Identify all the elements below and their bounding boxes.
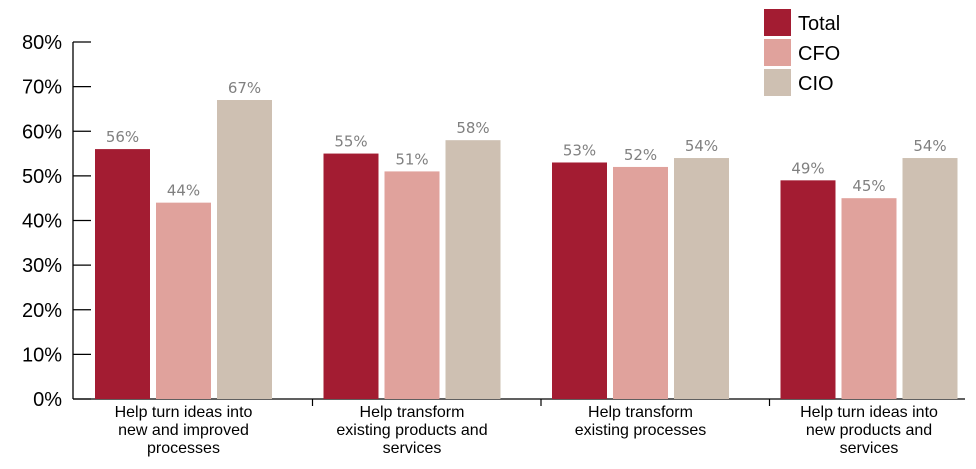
bar-cio-1 — [217, 100, 272, 399]
bar-cfo-1 — [156, 202, 211, 399]
data-label: 58% — [456, 119, 489, 137]
legend-label-cfo: CFO — [798, 43, 840, 65]
y-tick-label: 0% — [33, 389, 62, 411]
legend-swatch-total — [764, 9, 791, 36]
data-label: 56% — [106, 128, 139, 146]
y-tick-label: 40% — [22, 211, 62, 233]
legend-swatch-cfo — [764, 39, 791, 66]
x-tick-labels: Help turn ideas into new and improved proc… — [115, 404, 938, 457]
data-label: 53% — [563, 141, 596, 159]
bar-cfo-3 — [613, 166, 668, 399]
y-tick-label: 80% — [22, 32, 62, 54]
bar-total-1 — [95, 149, 150, 399]
bar-cfo-4 — [841, 198, 897, 399]
bar-cio-3 — [674, 158, 729, 399]
legend-label-cio: CIO — [798, 73, 834, 95]
bar-total-4 — [780, 180, 836, 399]
data-label: 67% — [228, 79, 261, 97]
bar-cfo-2 — [384, 171, 440, 399]
x-tick-label: Help turn ideas into new and improved proc… — [115, 404, 253, 457]
data-label: 55% — [334, 133, 367, 151]
bar-total-2 — [323, 153, 379, 399]
data-label: 52% — [624, 146, 657, 164]
data-label: 54% — [913, 137, 946, 155]
bars — [95, 100, 958, 400]
data-label: 54% — [685, 137, 718, 155]
legend-swatch-cio — [764, 69, 791, 96]
data-label: 49% — [791, 159, 824, 177]
y-tick-label: 30% — [22, 255, 62, 277]
y-axis: 0% 10% 20% 30% 40% 50% 60% 70% 80% — [22, 32, 91, 411]
y-tick-label: 10% — [22, 344, 62, 366]
y-tick-label: 70% — [22, 77, 62, 99]
y-tick-label: 20% — [22, 300, 62, 322]
data-label: 45% — [852, 177, 885, 195]
x-tick-label: Help transform existing products and servi… — [336, 404, 487, 457]
x-tick-label: Help transform existing processes — [575, 404, 707, 439]
data-labels: 56% 44% 67% 55% 51% 58% 53% 52% 54% 49% 45% 54% — [106, 79, 947, 200]
y-tick-label: 50% — [22, 166, 62, 188]
bar-total-3 — [552, 162, 607, 399]
bar-cio-4 — [902, 158, 958, 399]
data-label: 51% — [395, 150, 428, 168]
y-tick-label: 60% — [22, 121, 62, 143]
legend-label-total: Total — [798, 13, 840, 35]
bar-cio-2 — [445, 140, 501, 400]
legend: Total CFO CIO — [764, 9, 840, 96]
data-label: 44% — [167, 182, 200, 200]
x-tick-label: Help turn ideas into new products and serv… — [800, 404, 938, 457]
